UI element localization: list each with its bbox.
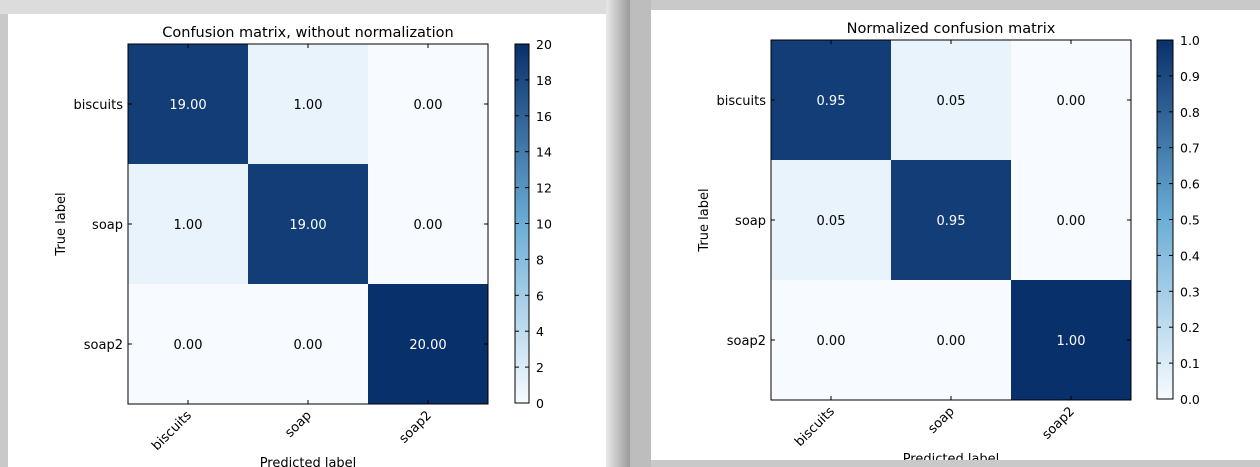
x-tick-label: biscuits	[149, 408, 195, 454]
cell-value-label: 20.00	[409, 338, 446, 353]
y-tick-label: soap2	[84, 338, 123, 353]
window-top-strip	[0, 0, 606, 14]
colorbar-tick-label: 0.5	[1180, 213, 1200, 228]
colorbar-tick-label: 0.7	[1180, 141, 1200, 156]
matrix-cell	[128, 44, 248, 164]
cell-value-label: 0.00	[937, 334, 966, 349]
matrix-cell	[771, 280, 891, 400]
colorbar-tick-label: 0	[536, 396, 544, 411]
figure-window-right: Normalized confusion matrix 0.95 0.05 0.00 0…	[651, 10, 1260, 460]
cell-value-label: 0.00	[414, 218, 443, 233]
y-axis-label: True label	[54, 192, 69, 256]
matrix-cell	[128, 164, 248, 284]
colorbar-tick-label: 0.2	[1180, 320, 1200, 335]
matrix-cell	[1011, 40, 1131, 160]
y-tick-label: soap	[735, 214, 766, 229]
matrix-cell	[248, 44, 368, 164]
confusion-matrix-chart: Confusion matrix, without normalization 1…	[54, 25, 552, 467]
normalized-confusion-matrix-chart: Normalized confusion matrix 0.95 0.05 0.00 0…	[697, 21, 1200, 460]
colorbar-tick-label: 0.0	[1180, 392, 1200, 407]
matrix-cell	[891, 280, 1011, 400]
matrix-cell	[891, 40, 1011, 160]
matrix-cell	[128, 284, 248, 404]
colorbar-tick-label: 4	[536, 324, 544, 339]
cell-value-label: 1.00	[294, 98, 323, 113]
matrix-cell	[771, 160, 891, 280]
matrix-cell	[248, 164, 368, 284]
cell-value-label: 0.00	[174, 338, 203, 353]
colorbar-tick-label: 2	[536, 360, 544, 375]
colorbar-tick-label: 8	[536, 252, 544, 267]
cell-value-label: 0.05	[817, 214, 846, 229]
y-tick-label: soap	[92, 218, 123, 233]
matrix-cell	[248, 284, 368, 404]
figure-window-left: Confusion matrix, without normalization 1…	[8, 14, 606, 467]
colorbar-tick-label: 16	[536, 109, 552, 124]
cell-value-label: 0.00	[414, 98, 443, 113]
matrix-cell	[771, 40, 891, 160]
cell-value-label: 0.05	[937, 94, 966, 109]
colorbar-tick-label: 18	[536, 73, 552, 88]
colorbar-tick-label: 1.0	[1180, 33, 1200, 48]
x-tick-label: soap	[282, 408, 314, 440]
colorbar-tick-label: 0.3	[1180, 284, 1200, 299]
y-axis-label: True label	[697, 188, 712, 252]
matrix-cell	[1011, 160, 1131, 280]
matrix-cell	[891, 160, 1011, 280]
colorbar-tick-label: 0.8	[1180, 105, 1200, 120]
colorbar-tick-label: 0.9	[1180, 69, 1200, 84]
chart-title: Confusion matrix, without normalization	[162, 25, 453, 41]
x-tick-label: soap2	[396, 408, 434, 446]
colorbar-tick-label: 0.4	[1180, 248, 1200, 263]
cell-value-label: 1.00	[174, 218, 203, 233]
cell-value-label: 1.00	[1057, 334, 1086, 349]
colorbar-tick-label: 6	[536, 288, 544, 303]
y-tick-label: biscuits	[716, 94, 766, 109]
x-axis-label: Predicted label	[260, 456, 357, 467]
x-tick-label: biscuits	[792, 404, 838, 450]
matrix-cell	[1011, 280, 1131, 400]
cell-value-label: 19.00	[169, 98, 206, 113]
matrix-cell	[368, 284, 488, 404]
cell-value-label: 0.00	[817, 334, 846, 349]
matrix-cell	[368, 164, 488, 284]
x-tick-label: soap	[925, 404, 957, 436]
y-tick-label: soap2	[727, 334, 766, 349]
cell-value-label: 0.95	[817, 94, 846, 109]
x-tick-label: soap2	[1039, 404, 1077, 442]
cell-value-label: 19.00	[289, 218, 326, 233]
colorbar-tick-label: 0.6	[1180, 177, 1200, 192]
cell-value-label: 0.00	[1057, 214, 1086, 229]
chart-title: Normalized confusion matrix	[847, 21, 1056, 37]
colorbar-tick-label: 10	[536, 217, 552, 232]
window-divider	[630, 0, 651, 467]
x-axis-label: Predicted label	[903, 452, 1000, 460]
colorbar-tick-label: 12	[536, 181, 552, 196]
colorbar-tick-label: 20	[536, 37, 552, 52]
colorbar-tick-label: 0.1	[1180, 356, 1200, 371]
y-tick-label: biscuits	[73, 98, 123, 113]
colorbar-tick-label: 14	[536, 145, 552, 160]
window-divider-shadow	[606, 0, 630, 467]
cell-value-label: 0.95	[937, 214, 966, 229]
cell-value-label: 0.00	[294, 338, 323, 353]
matrix-cell	[368, 44, 488, 164]
cell-value-label: 0.00	[1057, 94, 1086, 109]
